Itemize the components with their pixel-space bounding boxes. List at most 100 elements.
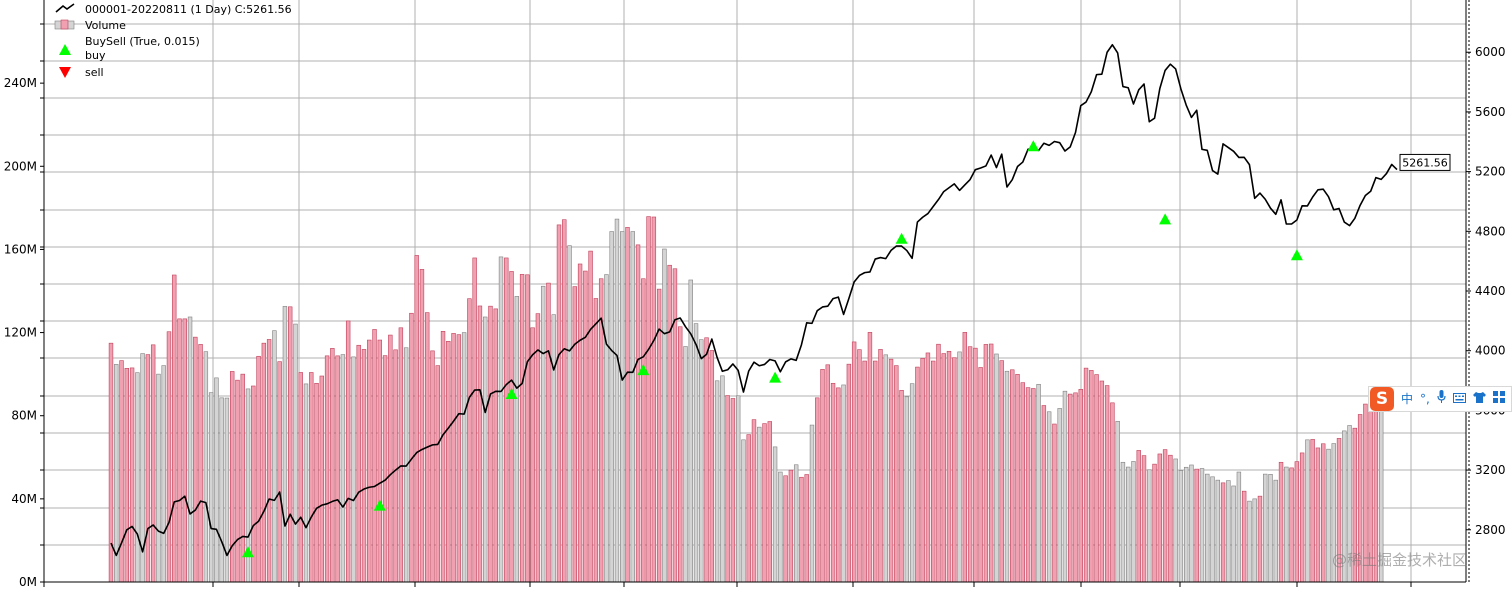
volume-bar <box>672 268 678 583</box>
ime-mode-toggle[interactable]: 中 <box>1401 392 1414 406</box>
volume-bar <box>182 318 187 583</box>
legend-entry-label: sell <box>85 66 104 79</box>
volume-bar <box>1199 468 1205 583</box>
volume-bar <box>1241 490 1247 583</box>
volume-bar <box>1315 447 1321 583</box>
legend-entry-label: Volume <box>85 19 126 32</box>
volume-bar <box>915 366 920 583</box>
volume-bars <box>108 216 1384 583</box>
volume-bar <box>1025 387 1031 583</box>
volume-bar <box>324 355 330 583</box>
volume-bar <box>1310 439 1315 583</box>
volume-bar <box>762 423 767 583</box>
volume-bar <box>620 231 625 583</box>
volume-bar <box>836 387 841 583</box>
volume-bar <box>208 392 214 583</box>
volume-bar <box>161 365 166 583</box>
volume-bar <box>124 368 130 583</box>
volume-bar <box>1215 479 1221 583</box>
volume-bar <box>583 270 588 583</box>
volume-bar <box>282 306 288 583</box>
volume-bar <box>936 343 941 583</box>
volume-bar <box>351 356 356 583</box>
volume-bar <box>641 278 646 583</box>
mic-icon[interactable] <box>1437 387 1446 411</box>
ime-toolbar[interactable]: S 中 °, <box>1368 386 1512 412</box>
volume-axis-tick-label: 40M <box>11 492 37 506</box>
volume-bar <box>1231 485 1236 583</box>
volume-bar <box>614 218 620 583</box>
volume-bar <box>119 360 124 583</box>
volume-bar <box>1220 482 1226 583</box>
volume-bar <box>799 476 804 583</box>
volume-bar <box>435 365 440 583</box>
volume-bar <box>535 313 541 583</box>
volume-bar <box>1210 476 1215 583</box>
legend-entry-label: buy <box>85 49 106 62</box>
volume-bar <box>367 339 372 583</box>
volume-axis-tick-label: 160M <box>4 242 37 256</box>
toolbox-icon[interactable] <box>1492 387 1505 411</box>
volume-bar <box>867 332 873 583</box>
volume-bar <box>646 216 651 583</box>
volume-bar <box>1152 463 1157 583</box>
volume-bar <box>757 426 762 583</box>
volume-bar <box>688 279 693 583</box>
volume-bar <box>198 344 203 583</box>
price-line-layer <box>110 43 1398 557</box>
volume-bar <box>1126 466 1131 583</box>
volume-bar <box>488 305 493 583</box>
volume-bar <box>504 257 509 583</box>
volume-bar <box>477 305 483 583</box>
volume-bar <box>156 373 161 583</box>
volume-bar <box>298 372 303 583</box>
volume-bar <box>873 360 878 583</box>
sogou-logo-icon[interactable]: S <box>1370 387 1394 411</box>
volume-bar <box>1136 450 1141 583</box>
price-axis-tick-label: 4400 <box>1475 284 1506 298</box>
volume-bar <box>525 274 530 583</box>
volume-bar <box>251 385 256 583</box>
volume-bar <box>356 344 361 583</box>
volume-bar <box>135 372 140 583</box>
volume-bar <box>1268 474 1273 583</box>
volume-bar <box>904 396 910 583</box>
volume-bar <box>809 424 815 583</box>
volume-bar <box>340 354 346 583</box>
volume-bar <box>909 383 915 583</box>
volume-bar <box>1015 374 1020 583</box>
volume-axis-tick-label: 80M <box>11 409 37 423</box>
volume-bar <box>962 332 968 583</box>
volume-bar <box>952 357 957 583</box>
volume-bar <box>946 350 952 583</box>
volume-bar <box>393 349 398 583</box>
shirt-icon[interactable] <box>1472 387 1486 411</box>
volume-bar <box>651 216 657 583</box>
price-axis-tick-label: 5200 <box>1475 165 1506 179</box>
volume-bar <box>888 358 894 583</box>
buy-signal-layer <box>242 140 1303 558</box>
volume-bar <box>625 227 630 583</box>
keyboard-icon[interactable] <box>1452 387 1466 411</box>
buy-signal-marker <box>1290 249 1303 261</box>
volume-bar <box>335 355 340 583</box>
close-price-line <box>110 43 1398 557</box>
volume-bar <box>683 346 688 583</box>
ime-punctuation-toggle[interactable]: °, <box>1420 392 1430 406</box>
price-axis-tick-label: 4000 <box>1475 344 1506 358</box>
volume-bar <box>825 364 830 583</box>
volume-bar <box>240 373 245 583</box>
volume-bar <box>630 231 635 583</box>
volume-bar <box>635 244 641 583</box>
volume-bar <box>1078 389 1083 583</box>
volume-bar <box>1257 495 1263 583</box>
volume-bar <box>1031 388 1036 583</box>
volume-axis-tick-label: 120M <box>4 326 37 340</box>
last-value-label: 5261.56 <box>1402 156 1448 169</box>
volume-bar <box>467 298 472 583</box>
volume-bar <box>266 339 272 583</box>
volume-bar <box>699 339 704 583</box>
volume-bar <box>261 342 267 583</box>
volume-bar <box>1068 393 1073 583</box>
